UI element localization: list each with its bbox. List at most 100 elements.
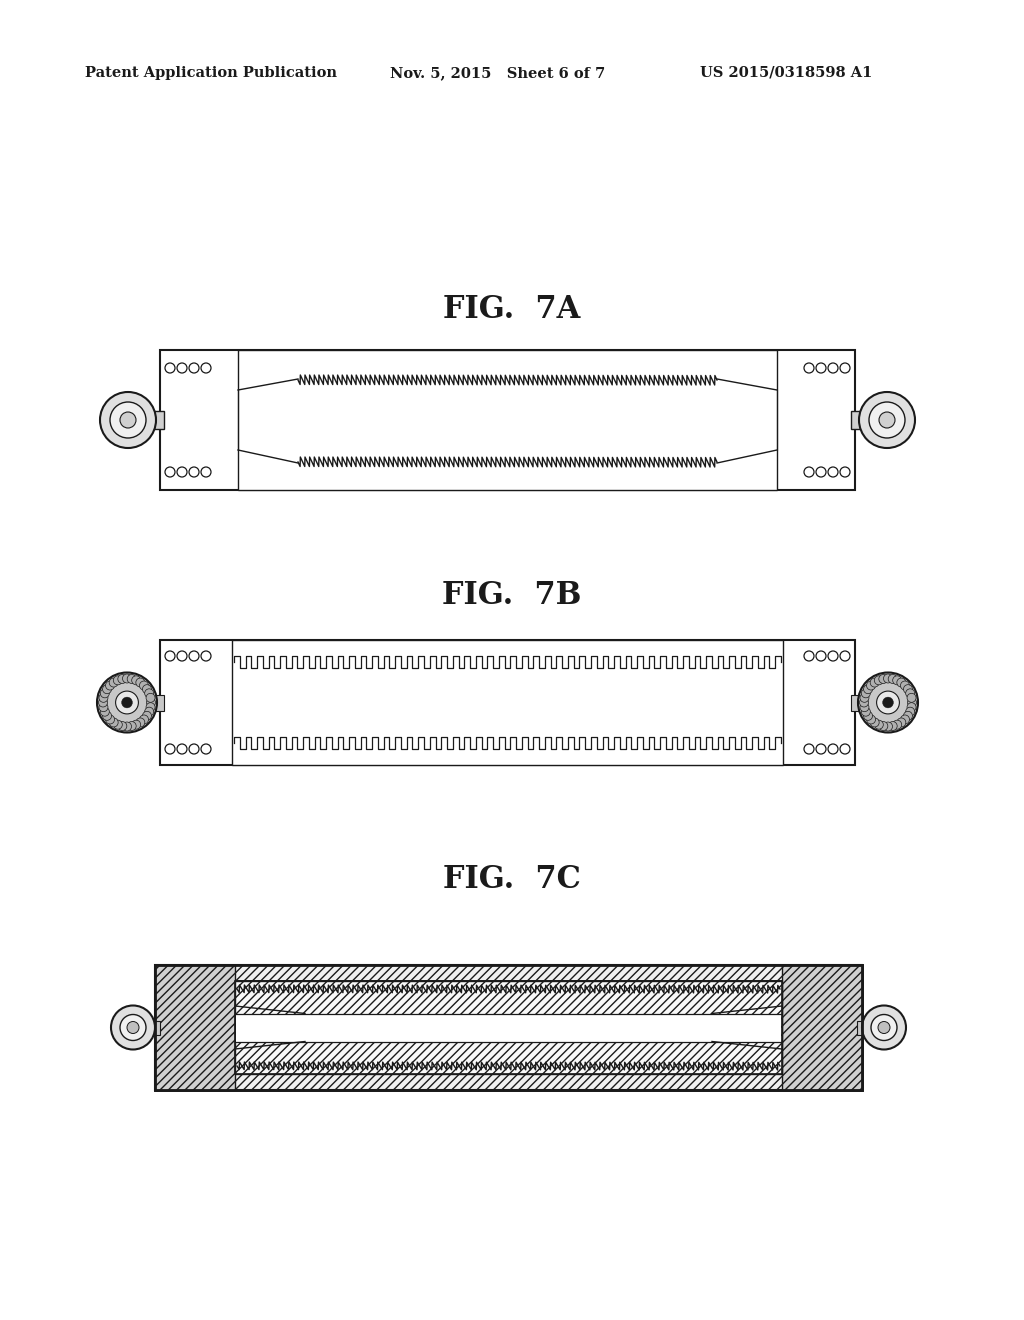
Circle shape: [105, 715, 115, 723]
Circle shape: [879, 412, 895, 428]
Circle shape: [903, 685, 912, 694]
Circle shape: [127, 722, 136, 730]
Circle shape: [879, 722, 888, 730]
Circle shape: [102, 685, 112, 694]
Circle shape: [888, 675, 897, 684]
Circle shape: [907, 698, 916, 708]
Circle shape: [893, 676, 902, 685]
Circle shape: [859, 392, 915, 447]
Circle shape: [878, 1022, 890, 1034]
Circle shape: [816, 467, 826, 477]
Text: FIG.  7C: FIG. 7C: [443, 865, 581, 895]
Circle shape: [122, 697, 132, 708]
Circle shape: [189, 467, 199, 477]
Circle shape: [888, 722, 897, 730]
Circle shape: [120, 412, 136, 428]
Circle shape: [114, 721, 122, 729]
Circle shape: [884, 675, 893, 682]
Circle shape: [116, 692, 138, 714]
Circle shape: [816, 651, 826, 661]
Circle shape: [118, 722, 127, 730]
Circle shape: [884, 722, 893, 731]
Bar: [155, 965, 862, 1090]
Circle shape: [144, 708, 154, 717]
Circle shape: [828, 363, 838, 374]
Circle shape: [189, 651, 199, 661]
Circle shape: [877, 692, 899, 714]
Circle shape: [102, 711, 112, 721]
Bar: [150, 1020, 160, 1035]
Bar: [155, 965, 862, 1090]
Circle shape: [98, 698, 108, 708]
Circle shape: [201, 363, 211, 374]
Circle shape: [905, 708, 914, 717]
Text: Nov. 5, 2015   Sheet 6 of 7: Nov. 5, 2015 Sheet 6 of 7: [390, 66, 605, 81]
Circle shape: [114, 676, 122, 685]
Circle shape: [863, 711, 872, 721]
Bar: [155, 965, 862, 1090]
Circle shape: [866, 715, 876, 723]
Circle shape: [870, 678, 880, 686]
Circle shape: [189, 363, 199, 374]
Circle shape: [883, 697, 893, 708]
Circle shape: [120, 1015, 146, 1040]
Circle shape: [861, 708, 870, 717]
Circle shape: [816, 744, 826, 754]
Bar: [234, 981, 782, 1074]
Circle shape: [871, 1015, 897, 1040]
Circle shape: [97, 672, 157, 733]
Bar: [851, 411, 865, 429]
Circle shape: [863, 685, 872, 694]
Bar: [160, 350, 855, 490]
Bar: [851, 694, 863, 710]
Circle shape: [804, 744, 814, 754]
Circle shape: [866, 681, 876, 690]
Circle shape: [127, 675, 136, 684]
Circle shape: [110, 678, 118, 686]
Circle shape: [201, 467, 211, 477]
Circle shape: [142, 685, 152, 694]
Circle shape: [105, 681, 115, 690]
Circle shape: [804, 651, 814, 661]
Circle shape: [905, 689, 914, 698]
Bar: [234, 981, 782, 1074]
Circle shape: [136, 678, 144, 686]
Bar: [160, 640, 855, 766]
Circle shape: [165, 744, 175, 754]
Circle shape: [828, 744, 838, 754]
Circle shape: [165, 363, 175, 374]
Circle shape: [144, 689, 154, 698]
Circle shape: [111, 1006, 155, 1049]
Circle shape: [99, 693, 108, 702]
Circle shape: [840, 467, 850, 477]
Circle shape: [100, 708, 110, 717]
Circle shape: [99, 702, 108, 711]
Circle shape: [816, 363, 826, 374]
Text: US 2015/0318598 A1: US 2015/0318598 A1: [700, 66, 872, 81]
Circle shape: [862, 1006, 906, 1049]
Circle shape: [869, 403, 905, 438]
Circle shape: [874, 721, 884, 729]
Circle shape: [840, 744, 850, 754]
Circle shape: [165, 467, 175, 477]
Circle shape: [132, 676, 140, 685]
Circle shape: [874, 676, 884, 685]
Bar: [857, 1020, 867, 1035]
Bar: [238, 350, 777, 490]
Circle shape: [110, 403, 146, 438]
Circle shape: [127, 1022, 139, 1034]
Text: FIG.  7A: FIG. 7A: [443, 294, 581, 326]
Circle shape: [804, 467, 814, 477]
Circle shape: [177, 651, 187, 661]
Circle shape: [142, 711, 152, 721]
Text: Patent Application Publication: Patent Application Publication: [85, 66, 337, 81]
Circle shape: [118, 675, 127, 684]
Bar: [782, 965, 862, 1090]
Circle shape: [897, 678, 906, 686]
Circle shape: [893, 721, 902, 729]
Circle shape: [146, 693, 155, 702]
Circle shape: [189, 744, 199, 754]
Circle shape: [879, 675, 888, 684]
Bar: [150, 411, 164, 429]
Circle shape: [860, 693, 869, 702]
